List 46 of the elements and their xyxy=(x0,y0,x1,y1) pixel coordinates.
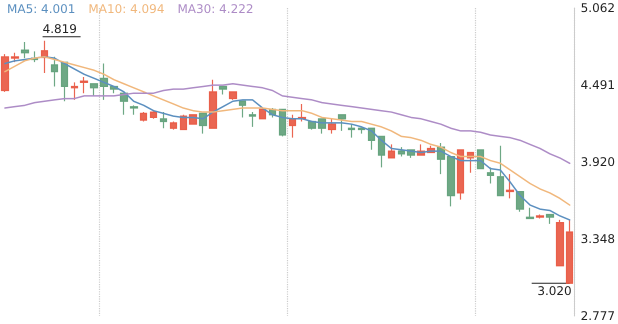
candlestick xyxy=(10,52,20,63)
candlestick xyxy=(546,214,554,225)
candlestick xyxy=(378,136,386,168)
y-tick-label: 3.920 xyxy=(580,154,616,169)
candlestick xyxy=(556,219,564,266)
annotation: 3.020 xyxy=(537,284,572,298)
candlestick xyxy=(80,76,88,94)
candlestick xyxy=(228,91,238,101)
candlestick xyxy=(496,145,504,196)
candlestick xyxy=(170,120,178,130)
candlestick xyxy=(50,56,58,88)
candlestick xyxy=(0,54,10,92)
candlestick xyxy=(506,173,514,199)
candlestick xyxy=(456,149,464,200)
candlestick xyxy=(20,41,30,59)
candlestick xyxy=(70,82,78,101)
candlestick xyxy=(208,79,218,129)
candlestick xyxy=(258,108,266,120)
annotation: 4.819 xyxy=(42,22,77,36)
candlestick xyxy=(130,104,138,116)
y-tick-label: 2.777 xyxy=(580,309,616,323)
candlestick xyxy=(90,83,98,96)
candlestick xyxy=(238,100,246,118)
candlestick xyxy=(140,111,148,122)
candlestick xyxy=(338,114,346,132)
text: MA30: 4.222 xyxy=(177,2,254,16)
candlestick xyxy=(328,118,336,134)
candlestick xyxy=(526,207,534,220)
candlestick xyxy=(348,124,356,138)
y-tick-label: 4.491 xyxy=(580,78,616,92)
text: MA5: 4.001 xyxy=(7,2,76,16)
y-tick-label: 3.348 xyxy=(580,232,616,246)
candlestick xyxy=(60,62,68,102)
line-series xyxy=(4,83,570,164)
candlestick xyxy=(150,111,158,120)
candlestick xyxy=(446,156,456,208)
y-tick-label: 5.062 xyxy=(580,1,616,15)
candlestick xyxy=(288,114,296,138)
candlestick xyxy=(536,214,544,220)
candlestick xyxy=(566,219,574,284)
candlestick xyxy=(248,111,256,128)
candlestick xyxy=(486,166,494,184)
text: MA10: 4.094 xyxy=(88,2,164,16)
candlestick xyxy=(388,144,396,158)
candlestick xyxy=(160,111,168,129)
candlestick xyxy=(218,86,228,96)
